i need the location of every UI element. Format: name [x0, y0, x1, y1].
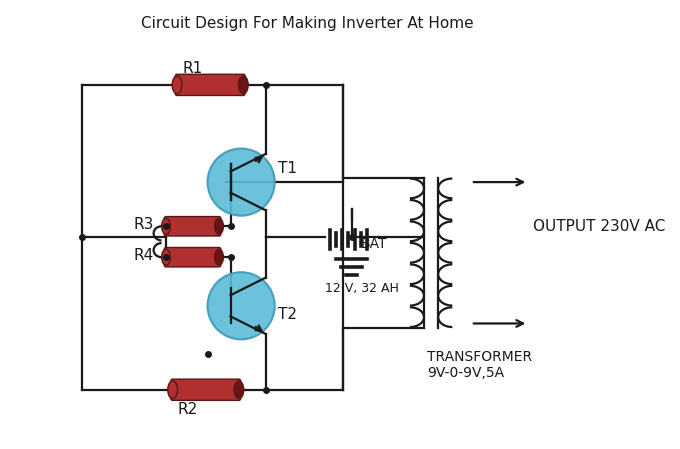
Text: R2: R2	[178, 402, 198, 417]
FancyBboxPatch shape	[165, 247, 221, 267]
Text: 12 V, 32 AH: 12 V, 32 AH	[325, 282, 399, 295]
Ellipse shape	[207, 149, 275, 216]
Title: Circuit Design For Making Inverter At Home: Circuit Design For Making Inverter At Ho…	[141, 16, 474, 31]
Text: R3: R3	[134, 217, 154, 232]
Text: R1: R1	[182, 62, 203, 76]
Ellipse shape	[215, 249, 224, 265]
Ellipse shape	[239, 76, 248, 94]
FancyBboxPatch shape	[165, 216, 221, 236]
Ellipse shape	[215, 218, 224, 234]
Ellipse shape	[168, 381, 177, 399]
Text: R4: R4	[134, 248, 154, 263]
FancyBboxPatch shape	[175, 74, 245, 96]
Text: T1: T1	[278, 161, 297, 176]
FancyBboxPatch shape	[171, 379, 241, 401]
Text: T2: T2	[278, 307, 297, 322]
Ellipse shape	[162, 249, 171, 265]
Text: OUTPUT 230V AC: OUTPUT 230V AC	[532, 219, 665, 234]
Ellipse shape	[234, 381, 243, 399]
Ellipse shape	[162, 218, 171, 234]
Ellipse shape	[207, 272, 275, 339]
Ellipse shape	[172, 76, 182, 94]
Text: BAT: BAT	[360, 237, 387, 251]
Text: TRANSFORMER
9V-0-9V,5A: TRANSFORMER 9V-0-9V,5A	[426, 350, 532, 380]
